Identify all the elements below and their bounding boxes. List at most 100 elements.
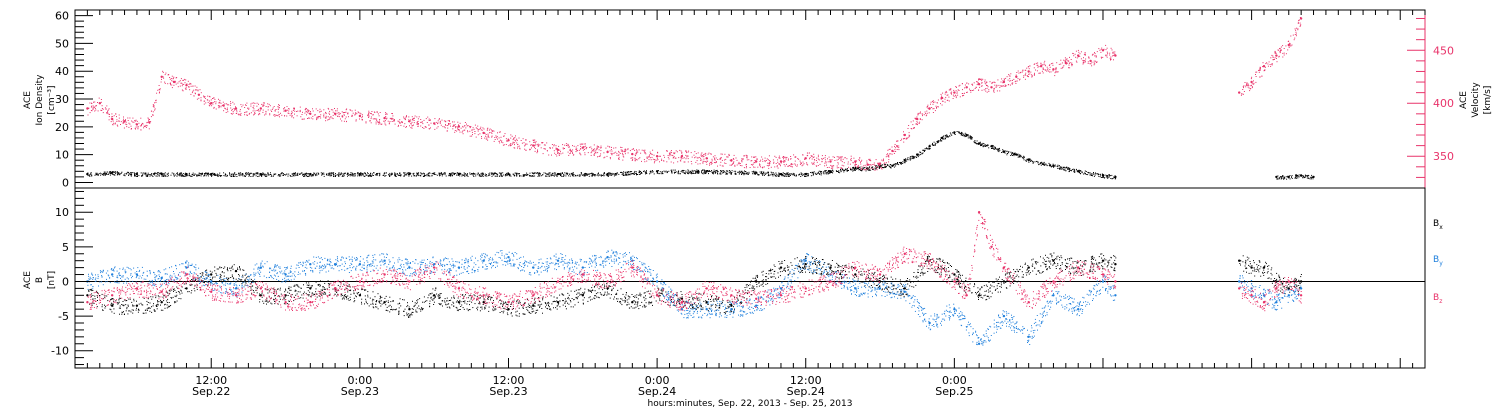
density-dot — [970, 137, 972, 139]
velocity-dot — [709, 163, 711, 165]
velocity-dot — [942, 100, 944, 102]
density-dot — [341, 173, 343, 175]
density-dot — [1297, 177, 1299, 179]
density-dot — [1007, 152, 1009, 154]
density-dot — [1085, 173, 1086, 175]
density-dot — [924, 150, 926, 152]
velocity-dot — [634, 149, 636, 151]
density-dot — [1106, 176, 1108, 178]
density-dot — [946, 135, 948, 136]
velocity-point — [631, 152, 634, 156]
velocity-dot — [404, 118, 406, 120]
density-dot — [719, 173, 721, 175]
density-dot — [1295, 177, 1297, 179]
velocity-dot — [226, 103, 228, 105]
velocity-dot — [918, 123, 920, 124]
density-dot — [651, 171, 653, 173]
density-dot — [433, 173, 435, 175]
density-dot — [288, 173, 290, 175]
density-dot — [803, 174, 805, 176]
velocity-dot — [122, 122, 124, 124]
velocity-dot — [1283, 52, 1285, 54]
density-dot — [603, 172, 605, 174]
velocity-dot — [480, 129, 482, 131]
density-dot — [369, 174, 371, 176]
velocity-dot — [1044, 60, 1046, 62]
density-dot — [103, 173, 105, 175]
velocity-dot — [180, 78, 182, 80]
velocity-dot — [443, 126, 445, 128]
velocity-dot — [883, 158, 884, 160]
velocity-dot — [1094, 52, 1095, 54]
velocity-dot — [1017, 70, 1019, 72]
velocity-dot — [269, 114, 271, 116]
velocity-dot — [1002, 80, 1004, 82]
velocity-dot — [388, 122, 390, 124]
density-dot — [981, 145, 983, 146]
velocity-dot — [816, 161, 818, 163]
velocity-dot — [233, 108, 235, 109]
velocity-dot — [114, 123, 116, 125]
density-dot — [278, 174, 280, 175]
velocity-dot — [1105, 54, 1107, 56]
density-dot — [137, 175, 138, 177]
velocity-dot — [534, 145, 536, 147]
density-dot — [982, 146, 984, 148]
density-dot — [1054, 164, 1056, 166]
density-dot — [741, 173, 743, 175]
density-dot — [697, 171, 698, 173]
velocity-dot — [236, 109, 238, 111]
velocity-dot — [861, 159, 863, 161]
density-dot — [438, 174, 440, 176]
velocity-dot — [1014, 81, 1016, 83]
density-dot — [776, 175, 778, 177]
velocity-dot — [733, 161, 735, 163]
density-dot — [1312, 178, 1314, 180]
velocity-dot — [840, 158, 842, 160]
density-dot — [709, 170, 710, 172]
velocity-dot — [568, 154, 570, 156]
velocity-dot — [193, 95, 195, 97]
density-dot — [872, 169, 874, 170]
velocity-dot — [638, 158, 640, 160]
velocity-dot — [368, 113, 370, 115]
density-dot — [599, 174, 601, 176]
velocity-dot — [1240, 94, 1242, 96]
density-dot — [820, 171, 822, 173]
velocity-dot — [262, 102, 264, 104]
velocity-dot — [1291, 44, 1293, 46]
density-dot — [382, 174, 384, 176]
density-dot — [340, 172, 342, 174]
velocity-dot — [682, 157, 684, 159]
velocity-dot — [622, 151, 624, 153]
velocity-dot — [143, 125, 145, 127]
density-dot — [618, 173, 620, 175]
velocity-point — [1250, 80, 1253, 84]
velocity-dot — [464, 129, 466, 131]
density-dot — [1291, 176, 1292, 178]
velocity-dot — [908, 134, 910, 136]
velocity-dot — [343, 114, 345, 116]
density-dot — [151, 173, 152, 175]
velocity-dot — [136, 120, 138, 122]
velocity-dot — [635, 155, 636, 157]
velocity-dot — [663, 154, 665, 156]
velocity-dot — [397, 125, 399, 127]
velocity-dot — [384, 123, 386, 125]
density-dot — [811, 171, 813, 173]
velocity-dot — [712, 156, 714, 158]
velocity-dot — [107, 110, 108, 112]
velocity-dot — [265, 110, 267, 112]
velocity-dot — [316, 116, 318, 118]
velocity-dot — [953, 89, 955, 91]
density-dot — [609, 174, 611, 176]
density-dot — [357, 175, 359, 177]
velocity-dot — [792, 163, 794, 165]
velocity-dot — [603, 157, 605, 159]
velocity-dot — [724, 159, 726, 161]
density-dot — [177, 174, 179, 176]
velocity-dot — [1111, 49, 1113, 51]
density-dot — [631, 171, 633, 173]
velocity-dot — [219, 99, 221, 101]
density-dot — [501, 175, 503, 177]
